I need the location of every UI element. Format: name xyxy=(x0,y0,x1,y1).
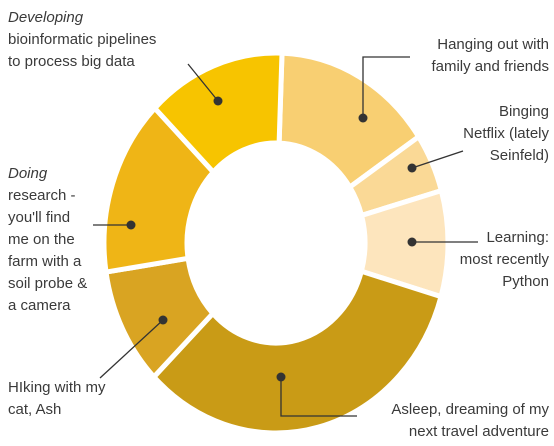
pointer-line xyxy=(411,150,464,169)
segment-label: me on the xyxy=(8,231,75,248)
pointer-dot xyxy=(213,96,223,106)
pointer-dot xyxy=(407,163,417,173)
donut-segment xyxy=(152,50,285,175)
segment-label: Python xyxy=(502,273,549,290)
segment-label: cat, Ash xyxy=(8,401,61,418)
segment-label: Learning: xyxy=(486,229,549,246)
segment-label: next travel adventure xyxy=(409,423,549,440)
segment-label: you'll find xyxy=(8,209,70,226)
pointer-line xyxy=(280,377,357,417)
segment-label: farm with a xyxy=(8,253,82,270)
pointer-line xyxy=(187,63,219,102)
pointer-line xyxy=(362,56,410,118)
segment-label: research - xyxy=(8,187,76,204)
segment-label: bioinformatic pipelines xyxy=(8,31,156,48)
segment-label: HIking with my xyxy=(8,379,106,396)
pointer-line xyxy=(99,319,164,379)
segment-label: Seinfeld) xyxy=(490,147,549,164)
segment-label: to process big data xyxy=(8,53,135,70)
segment-label: family and friends xyxy=(431,58,549,75)
segment-label: a camera xyxy=(8,297,71,314)
pointer-dot xyxy=(158,315,168,325)
pointer-dot xyxy=(358,113,368,123)
segment-label: Binging xyxy=(499,103,549,120)
pointer-dot xyxy=(407,237,417,247)
segment-label: Hanging out with xyxy=(437,36,549,53)
segment-label: most recently xyxy=(460,251,550,268)
donut-segment xyxy=(151,268,444,436)
segment-label: Netflix (lately xyxy=(463,125,549,142)
pointer-dot xyxy=(276,372,286,382)
pointer-dot xyxy=(126,220,136,230)
segment-label: Asleep, dreaming of my xyxy=(391,401,549,418)
segment-label: Developing xyxy=(8,9,84,26)
segment-label: Doing xyxy=(8,165,48,182)
segment-label: soil probe & xyxy=(8,275,87,292)
